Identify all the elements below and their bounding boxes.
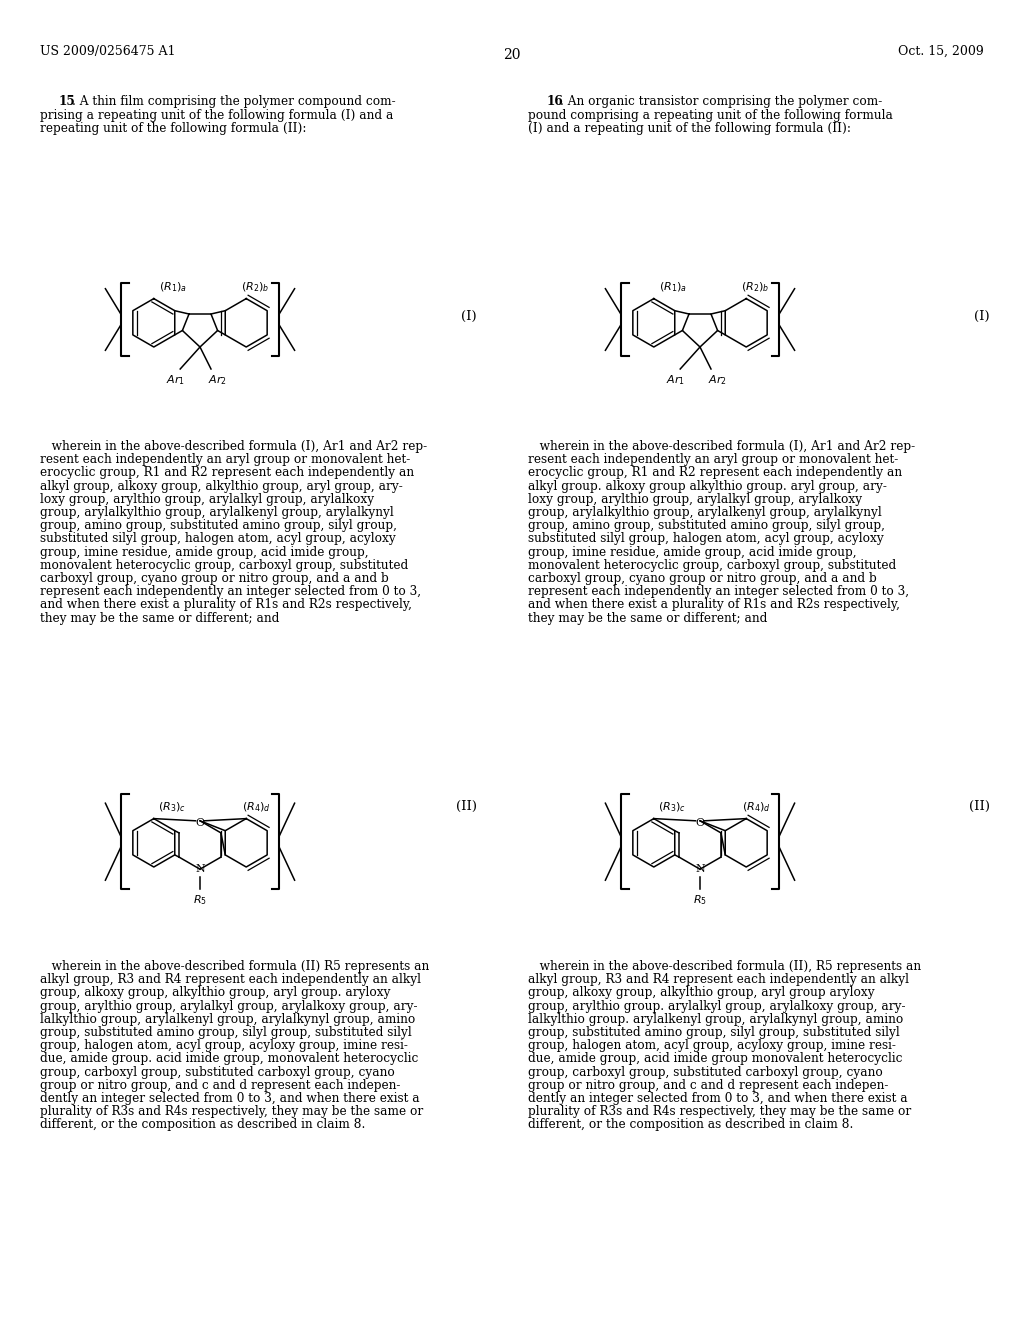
Text: lalkylthio group. arylalkenyl group, arylalkynyl group, amino: lalkylthio group. arylalkenyl group, ary… <box>528 1012 903 1026</box>
Text: dently an integer selected from 0 to 3, and when there exist a: dently an integer selected from 0 to 3, … <box>40 1092 420 1105</box>
Text: $Ar_1$: $Ar_1$ <box>667 374 685 387</box>
Text: $Ar_2$: $Ar_2$ <box>208 374 227 387</box>
Text: alkyl group. alkoxy group alkylthio group. aryl group, ary-: alkyl group. alkoxy group alkylthio grou… <box>528 479 887 492</box>
Text: group, alkoxy group, alkylthio group, aryl group. aryloxy: group, alkoxy group, alkylthio group, ar… <box>40 986 390 999</box>
Text: $(R_4)_d$: $(R_4)_d$ <box>741 801 770 814</box>
Text: group or nitro group, and c and d represent each indepen-: group or nitro group, and c and d repres… <box>40 1078 400 1092</box>
Text: group, substituted amino group, silyl group, substituted silyl: group, substituted amino group, silyl gr… <box>528 1026 900 1039</box>
Text: group, halogen atom, acyl group, acyloxy group, imine resi-: group, halogen atom, acyl group, acyloxy… <box>528 1039 896 1052</box>
Text: $Ar_2$: $Ar_2$ <box>709 374 727 387</box>
Text: represent each independently an integer selected from 0 to 3,: represent each independently an integer … <box>40 585 421 598</box>
Text: loxy group, arylthio group, arylalkyl group, arylalkoxy: loxy group, arylthio group, arylalkyl gr… <box>40 492 374 506</box>
Text: dently an integer selected from 0 to 3, and when there exist a: dently an integer selected from 0 to 3, … <box>528 1092 907 1105</box>
Text: group, amino group, substituted amino group, silyl group,: group, amino group, substituted amino gr… <box>528 519 885 532</box>
Text: $(R_2)_b$: $(R_2)_b$ <box>740 281 769 294</box>
Text: N: N <box>196 865 205 874</box>
Text: (I): (I) <box>975 310 990 323</box>
Text: alkyl group, alkoxy group, alkylthio group, aryl group, ary-: alkyl group, alkoxy group, alkylthio gro… <box>40 479 402 492</box>
Text: different, or the composition as described in claim 8.: different, or the composition as describ… <box>528 1118 853 1131</box>
Text: group, arylalkylthio group, arylalkenyl group, arylalkynyl: group, arylalkylthio group, arylalkenyl … <box>40 506 394 519</box>
Text: plurality of R3s and R4s respectively, they may be the same or: plurality of R3s and R4s respectively, t… <box>40 1105 423 1118</box>
Text: they may be the same or different; and: they may be the same or different; and <box>40 611 280 624</box>
Text: US 2009/0256475 A1: US 2009/0256475 A1 <box>40 45 175 58</box>
Text: (II): (II) <box>969 800 990 813</box>
Text: O: O <box>695 818 705 828</box>
Text: $(R_3)_c$: $(R_3)_c$ <box>658 801 686 814</box>
Text: different, or the composition as described in claim 8.: different, or the composition as describ… <box>40 1118 366 1131</box>
Text: group, amino group, substituted amino group, silyl group,: group, amino group, substituted amino gr… <box>40 519 397 532</box>
Text: 16: 16 <box>547 95 564 108</box>
Text: repeating unit of the following formula (II):: repeating unit of the following formula … <box>40 121 306 135</box>
Text: resent each independently an aryl group or monovalent het-: resent each independently an aryl group … <box>528 453 898 466</box>
Text: group, imine residue, amide group, acid imide group,: group, imine residue, amide group, acid … <box>528 545 857 558</box>
Text: represent each independently an integer selected from 0 to 3,: represent each independently an integer … <box>528 585 909 598</box>
Text: group, arylthio group, arylalkyl group, arylalkoxy group, ary-: group, arylthio group, arylalkyl group, … <box>40 999 418 1012</box>
Text: due, amide group, acid imide group monovalent heterocyclic: due, amide group, acid imide group monov… <box>528 1052 902 1065</box>
Text: and when there exist a plurality of R1s and R2s respectively,: and when there exist a plurality of R1s … <box>40 598 412 611</box>
Text: wherein in the above-described formula (II), R5 represents an: wherein in the above-described formula (… <box>528 960 922 973</box>
Text: group or nitro group, and c and d represent each indepen-: group or nitro group, and c and d repres… <box>528 1078 889 1092</box>
Text: they may be the same or different; and: they may be the same or different; and <box>528 611 767 624</box>
Text: group, halogen atom, acyl group, acyloxy group, imine resi-: group, halogen atom, acyl group, acyloxy… <box>40 1039 408 1052</box>
Text: alkyl group, R3 and R4 represent each independently an alkyl: alkyl group, R3 and R4 represent each in… <box>528 973 909 986</box>
Text: due, amide group. acid imide group, monovalent heterocyclic: due, amide group. acid imide group, mono… <box>40 1052 419 1065</box>
Text: pound comprising a repeating unit of the following formula: pound comprising a repeating unit of the… <box>528 108 893 121</box>
Text: . An organic transistor comprising the polymer com-: . An organic transistor comprising the p… <box>560 95 883 108</box>
Text: group, alkoxy group, alkylthio group, aryl group aryloxy: group, alkoxy group, alkylthio group, ar… <box>528 986 874 999</box>
Text: $(R_1)_a$: $(R_1)_a$ <box>659 281 687 294</box>
Text: $R_5$: $R_5$ <box>193 894 207 907</box>
Text: $R_5$: $R_5$ <box>693 894 707 907</box>
Text: erocyclic group, R1 and R2 represent each independently an: erocyclic group, R1 and R2 represent eac… <box>528 466 902 479</box>
Text: wherein in the above-described formula (II) R5 represents an: wherein in the above-described formula (… <box>40 960 429 973</box>
Text: substituted silyl group, halogen atom, acyl group, acyloxy: substituted silyl group, halogen atom, a… <box>528 532 884 545</box>
Text: (I) and a repeating unit of the following formula (II):: (I) and a repeating unit of the followin… <box>528 121 851 135</box>
Text: lalkylthio group, arylalkenyl group, arylalkynyl group, amino: lalkylthio group, arylalkenyl group, ary… <box>40 1012 416 1026</box>
Text: group, carboxyl group, substituted carboxyl group, cyano: group, carboxyl group, substituted carbo… <box>528 1065 883 1078</box>
Text: (II): (II) <box>456 800 477 813</box>
Text: group, arylalkylthio group, arylalkenyl group, arylalkynyl: group, arylalkylthio group, arylalkenyl … <box>528 506 882 519</box>
Text: alkyl group, R3 and R4 represent each independently an alkyl: alkyl group, R3 and R4 represent each in… <box>40 973 421 986</box>
Text: $Ar_1$: $Ar_1$ <box>166 374 185 387</box>
Text: monovalent heterocyclic group, carboxyl group, substituted: monovalent heterocyclic group, carboxyl … <box>40 558 409 572</box>
Text: substituted silyl group, halogen atom, acyl group, acyloxy: substituted silyl group, halogen atom, a… <box>40 532 395 545</box>
Text: plurality of R3s and R4s respectively, they may be the same or: plurality of R3s and R4s respectively, t… <box>528 1105 911 1118</box>
Text: carboxyl group, cyano group or nitro group, and a and b: carboxyl group, cyano group or nitro gro… <box>40 572 389 585</box>
Text: monovalent heterocyclic group, carboxyl group, substituted: monovalent heterocyclic group, carboxyl … <box>528 558 896 572</box>
Text: 15: 15 <box>59 95 76 108</box>
Text: $(R_2)_b$: $(R_2)_b$ <box>241 281 269 294</box>
Text: Oct. 15, 2009: Oct. 15, 2009 <box>898 45 984 58</box>
Text: . A thin film comprising the polymer compound com-: . A thin film comprising the polymer com… <box>72 95 395 108</box>
Text: prising a repeating unit of the following formula (I) and a: prising a repeating unit of the followin… <box>40 108 393 121</box>
Text: wherein in the above-described formula (I), Ar1 and Ar2 rep-: wherein in the above-described formula (… <box>40 440 427 453</box>
Text: 20: 20 <box>503 48 521 62</box>
Text: group, imine residue, amide group, acid imide group,: group, imine residue, amide group, acid … <box>40 545 369 558</box>
Text: $(R_4)_d$: $(R_4)_d$ <box>242 801 270 814</box>
Text: and when there exist a plurality of R1s and R2s respectively,: and when there exist a plurality of R1s … <box>528 598 900 611</box>
Text: carboxyl group, cyano group or nitro group, and a and b: carboxyl group, cyano group or nitro gro… <box>528 572 877 585</box>
Text: $(R_1)_a$: $(R_1)_a$ <box>160 281 187 294</box>
Text: group, substituted amino group, silyl group, substituted silyl: group, substituted amino group, silyl gr… <box>40 1026 412 1039</box>
Text: group, carboxyl group, substituted carboxyl group, cyano: group, carboxyl group, substituted carbo… <box>40 1065 394 1078</box>
Text: wherein in the above-described formula (I), Ar1 and Ar2 rep-: wherein in the above-described formula (… <box>528 440 915 453</box>
Text: N: N <box>695 865 705 874</box>
Text: loxy group, arylthio group, arylalkyl group, arylalkoxy: loxy group, arylthio group, arylalkyl gr… <box>528 492 862 506</box>
Text: $(R_3)_c$: $(R_3)_c$ <box>158 801 186 814</box>
Text: (I): (I) <box>462 310 477 323</box>
Text: O: O <box>196 818 205 828</box>
Text: erocyclic group, R1 and R2 represent each independently an: erocyclic group, R1 and R2 represent eac… <box>40 466 414 479</box>
Text: resent each independently an aryl group or monovalent het-: resent each independently an aryl group … <box>40 453 411 466</box>
Text: group, arylthio group. arylalkyl group, arylalkoxy group, ary-: group, arylthio group. arylalkyl group, … <box>528 999 905 1012</box>
